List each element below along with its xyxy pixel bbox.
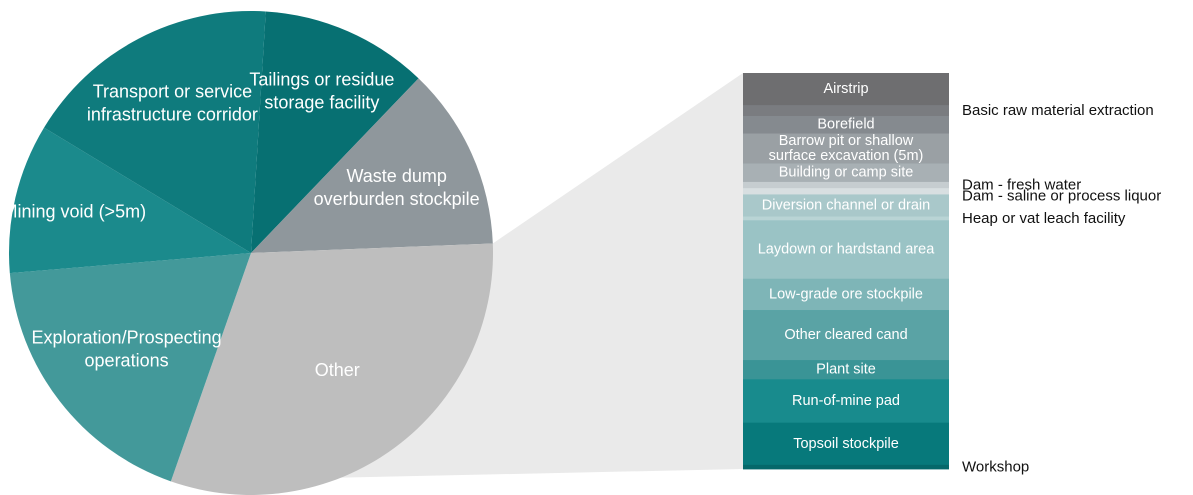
bar-segment-airstrip bbox=[743, 73, 949, 106]
pie-slice-mining-void-5m bbox=[9, 127, 251, 274]
pie-slice-label-exploration-prospecting-operations: Exploration/Prospecting operations bbox=[32, 328, 222, 371]
bar-segment-run-of-mine-pad bbox=[743, 379, 949, 424]
pie-slice-label-tailings-or-residue-storage-facility: Tailings or residue storage facility bbox=[249, 70, 394, 113]
bar-segment-borefield bbox=[743, 115, 949, 134]
bar-segment-dam-saline-or-process-liquor bbox=[743, 188, 949, 195]
pie-slice-transport-or-service-infrastructure-corridor bbox=[44, 11, 266, 253]
bar-segment-label-topsoil-stockpile: Topsoil stockpile bbox=[793, 436, 899, 452]
bar-segment-label-laydown-or-hardstand-area: Laydown or hardstand area bbox=[758, 242, 935, 258]
pie-slice-label-other: Other bbox=[315, 360, 360, 380]
side-label-workshop: Workshop bbox=[962, 458, 1029, 475]
bar-segment-low-grade-ore-stockpile bbox=[743, 278, 949, 311]
pie-slice-label-transport-or-service-infrastructure-corridor: Transport or service infrastructure corri… bbox=[87, 81, 258, 124]
bar-segment-label-low-grade-ore-stockpile: Low-grade ore stockpile bbox=[769, 286, 923, 302]
bar-segment-building-or-camp-site bbox=[743, 163, 949, 183]
bar-segment-label-building-or-camp-site: Building or camp site bbox=[779, 165, 914, 181]
bar-segment-label-run-of-mine-pad: Run-of-mine pad bbox=[792, 393, 900, 409]
bar-segment-label-borefield: Borefield bbox=[817, 117, 874, 133]
side-label-dam-saline-or-process-liquor: Dam - saline or process liquor bbox=[962, 188, 1161, 205]
bar-segment-barrow-pit-or-shallow-surface-excavation-5m bbox=[743, 133, 949, 164]
bar-segment-other-cleared-cand bbox=[743, 310, 949, 361]
side-label-heap-or-vat-leach-facility: Heap or vat leach facility bbox=[962, 210, 1126, 227]
bar-segment-label-other-cleared-cand: Other cleared cand bbox=[784, 327, 907, 343]
side-label-dam-fresh-water: Dam - fresh water bbox=[962, 177, 1081, 194]
bar-segment-label-diversion-channel-or-drain: Diversion channel or drain bbox=[762, 197, 930, 213]
pie-slice-label-waste-dump-overburden-stockpile: Waste dump overburden stockpile bbox=[314, 166, 480, 209]
bar-segment-label-plant-site: Plant site bbox=[816, 362, 876, 378]
bar-segment-workshop bbox=[743, 464, 949, 470]
pie-slice-other bbox=[170, 243, 493, 495]
pie-slice-tailings-or-residue-storage-facility bbox=[251, 11, 419, 253]
bar-segment-diversion-channel-or-drain bbox=[743, 194, 949, 217]
bar-segment-label-airstrip: Airstrip bbox=[823, 81, 868, 97]
pie-slice-exploration-prospecting-operations bbox=[9, 253, 251, 482]
bar-segment-dam-fresh-water bbox=[743, 181, 949, 189]
bar-segment-plant-site bbox=[743, 360, 949, 380]
bar-segment-basic-raw-material-extraction bbox=[743, 105, 949, 117]
bar-segment-laydown-or-hardstand-area bbox=[743, 220, 949, 280]
pie-slice-waste-dump-overburden-stockpile bbox=[251, 78, 493, 253]
bar-segment-topsoil-stockpile bbox=[743, 422, 949, 466]
side-label-basic-raw-material-extraction: Basic raw material extraction bbox=[962, 102, 1154, 119]
pie-slice-label-mining-void-5m: Mining void (>5m) bbox=[3, 201, 147, 221]
bar-segment-label-barrow-pit-or-shallow-surface-excavation-5m: Barrow pit or shallow surface excavation … bbox=[769, 133, 924, 164]
bar-segment-heap-or-vat-leach-facility bbox=[743, 216, 949, 221]
